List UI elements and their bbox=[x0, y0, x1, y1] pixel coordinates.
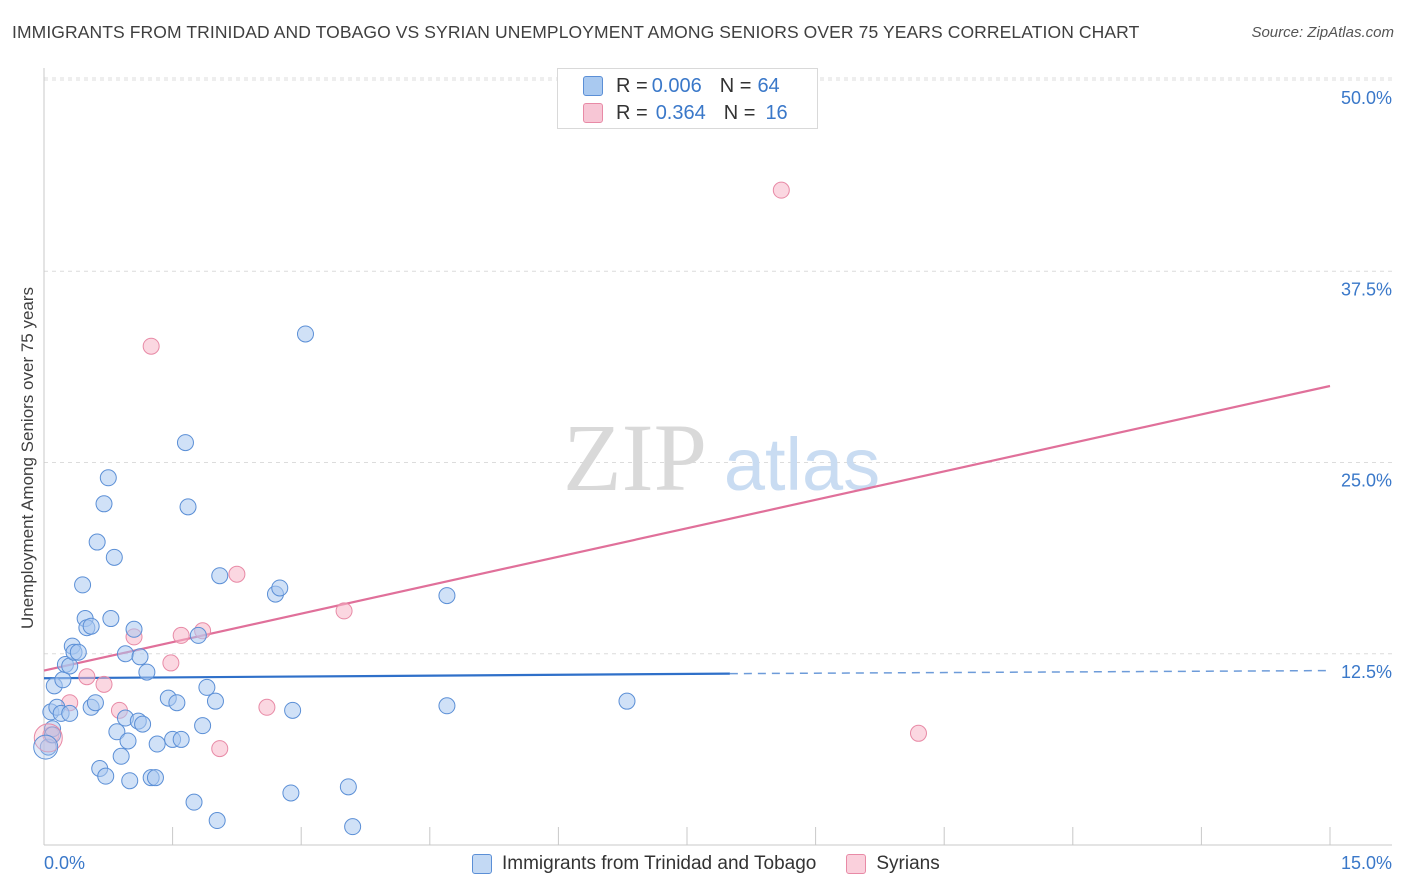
immigrants-point bbox=[282, 784, 300, 802]
immigrants-point bbox=[99, 469, 117, 487]
syrians-point bbox=[78, 668, 96, 686]
immigrants-point bbox=[146, 769, 164, 787]
legend-label-immigrants: Immigrants from Trinidad and Tobago bbox=[502, 853, 817, 874]
immigrants-point bbox=[198, 678, 216, 696]
syrians-point bbox=[211, 740, 229, 758]
r-value: 0.006 bbox=[651, 74, 702, 97]
immigrants-point bbox=[211, 567, 229, 585]
syrians-point bbox=[228, 565, 246, 583]
immigrants-point bbox=[102, 610, 120, 628]
immigrants-point bbox=[88, 533, 106, 551]
syrians-trend-line bbox=[43, 384, 1331, 672]
immigrants-point bbox=[208, 812, 226, 830]
watermark-zip: ZIP bbox=[563, 404, 707, 511]
immigrants-point bbox=[138, 663, 156, 681]
immigrants-point bbox=[86, 694, 104, 712]
syrians-point bbox=[772, 181, 790, 199]
watermark: ZIP atlas bbox=[563, 404, 880, 511]
legend-label-syrians: Syrians bbox=[876, 853, 940, 874]
immigrants-point bbox=[119, 732, 137, 750]
pink-swatch bbox=[583, 103, 603, 123]
y-tick-label: 50.0% bbox=[1341, 88, 1392, 108]
immigrants-point bbox=[121, 772, 139, 790]
immigrants-point bbox=[344, 818, 362, 836]
series-legend: Immigrants from Trinidad and Tobago Syri… bbox=[472, 851, 970, 877]
immigrants-point bbox=[125, 620, 143, 638]
y-tick-label: 37.5% bbox=[1341, 279, 1392, 299]
immigrants-point bbox=[618, 692, 636, 710]
immigrants-point bbox=[97, 767, 115, 785]
immigrants-point bbox=[69, 643, 87, 661]
immigrants-point bbox=[61, 704, 79, 722]
syrians-point bbox=[909, 724, 927, 742]
watermark-atlas: atlas bbox=[724, 423, 880, 506]
immigrants-point bbox=[271, 579, 289, 597]
immigrants-trend-line bbox=[43, 672, 730, 680]
immigrants-point bbox=[168, 694, 186, 712]
blue-swatch bbox=[583, 76, 603, 96]
immigrants-point bbox=[189, 626, 207, 644]
data-points bbox=[33, 181, 927, 836]
x-tick-label-max: 15.0% bbox=[1341, 853, 1392, 873]
trend-lines bbox=[43, 384, 1331, 680]
y-tick-label: 25.0% bbox=[1341, 471, 1392, 491]
immigrants-point bbox=[116, 645, 134, 663]
pink-swatch bbox=[846, 854, 867, 874]
gridlines bbox=[44, 77, 1392, 655]
legend-item-syrians: Syrians bbox=[846, 853, 940, 875]
immigrants-point-large bbox=[33, 734, 59, 760]
n-label: N = bbox=[719, 74, 752, 97]
immigrants-point bbox=[179, 498, 197, 516]
immigrants-point bbox=[134, 715, 152, 733]
immigrants-point bbox=[108, 723, 126, 741]
r-value: 0.364 bbox=[655, 101, 706, 124]
syrians-point bbox=[258, 698, 276, 716]
immigrants-point bbox=[438, 697, 456, 715]
syrians-point-large bbox=[33, 723, 63, 753]
n-label: N = bbox=[723, 101, 756, 124]
r-label: R = bbox=[616, 74, 648, 97]
n-value: 16 bbox=[765, 101, 788, 124]
immigrants-point bbox=[74, 576, 92, 594]
immigrants-point bbox=[296, 325, 314, 343]
syrians-point bbox=[172, 626, 190, 644]
immigrants-point bbox=[176, 434, 194, 452]
immigrants-point bbox=[194, 717, 212, 735]
immigrants-point bbox=[284, 701, 302, 719]
syrians-point bbox=[335, 602, 353, 620]
r-label: R = bbox=[616, 101, 648, 124]
immigrants-point bbox=[148, 735, 166, 753]
syrians-point bbox=[142, 337, 160, 355]
legend-item-immigrants: Immigrants from Trinidad and Tobago bbox=[472, 853, 816, 875]
syrians-point bbox=[95, 675, 113, 693]
n-value: 64 bbox=[757, 74, 780, 97]
immigrants-point bbox=[105, 548, 123, 566]
x-tick-label-min: 0.0% bbox=[44, 853, 85, 873]
axes bbox=[43, 68, 1392, 846]
immigrants-point bbox=[206, 692, 224, 710]
source-label: Source: ZipAtlas.com bbox=[1251, 24, 1394, 41]
immigrants-trend-extension bbox=[729, 669, 1331, 675]
immigrants-point bbox=[82, 617, 100, 635]
blue-swatch bbox=[472, 854, 492, 874]
immigrants-point bbox=[112, 747, 130, 765]
immigrants-point bbox=[185, 793, 203, 811]
immigrants-point bbox=[438, 587, 456, 605]
immigrants-point bbox=[339, 778, 357, 796]
immigrants-point bbox=[95, 495, 113, 513]
chart-title: IMMIGRANTS FROM TRINIDAD AND TOBAGO VS S… bbox=[12, 22, 1140, 42]
correlation-legend: R = 0.006 N = 64 R = 0.364 N = 16 bbox=[557, 68, 818, 129]
immigrants-point bbox=[172, 730, 190, 748]
immigrants-point bbox=[131, 648, 149, 666]
tick-labels: 12.5% 25.0% 37.5% 50.0% 0.0% 15.0% bbox=[44, 88, 1392, 873]
y-tick-label: 12.5% bbox=[1341, 662, 1392, 682]
syrians-point bbox=[162, 654, 180, 672]
